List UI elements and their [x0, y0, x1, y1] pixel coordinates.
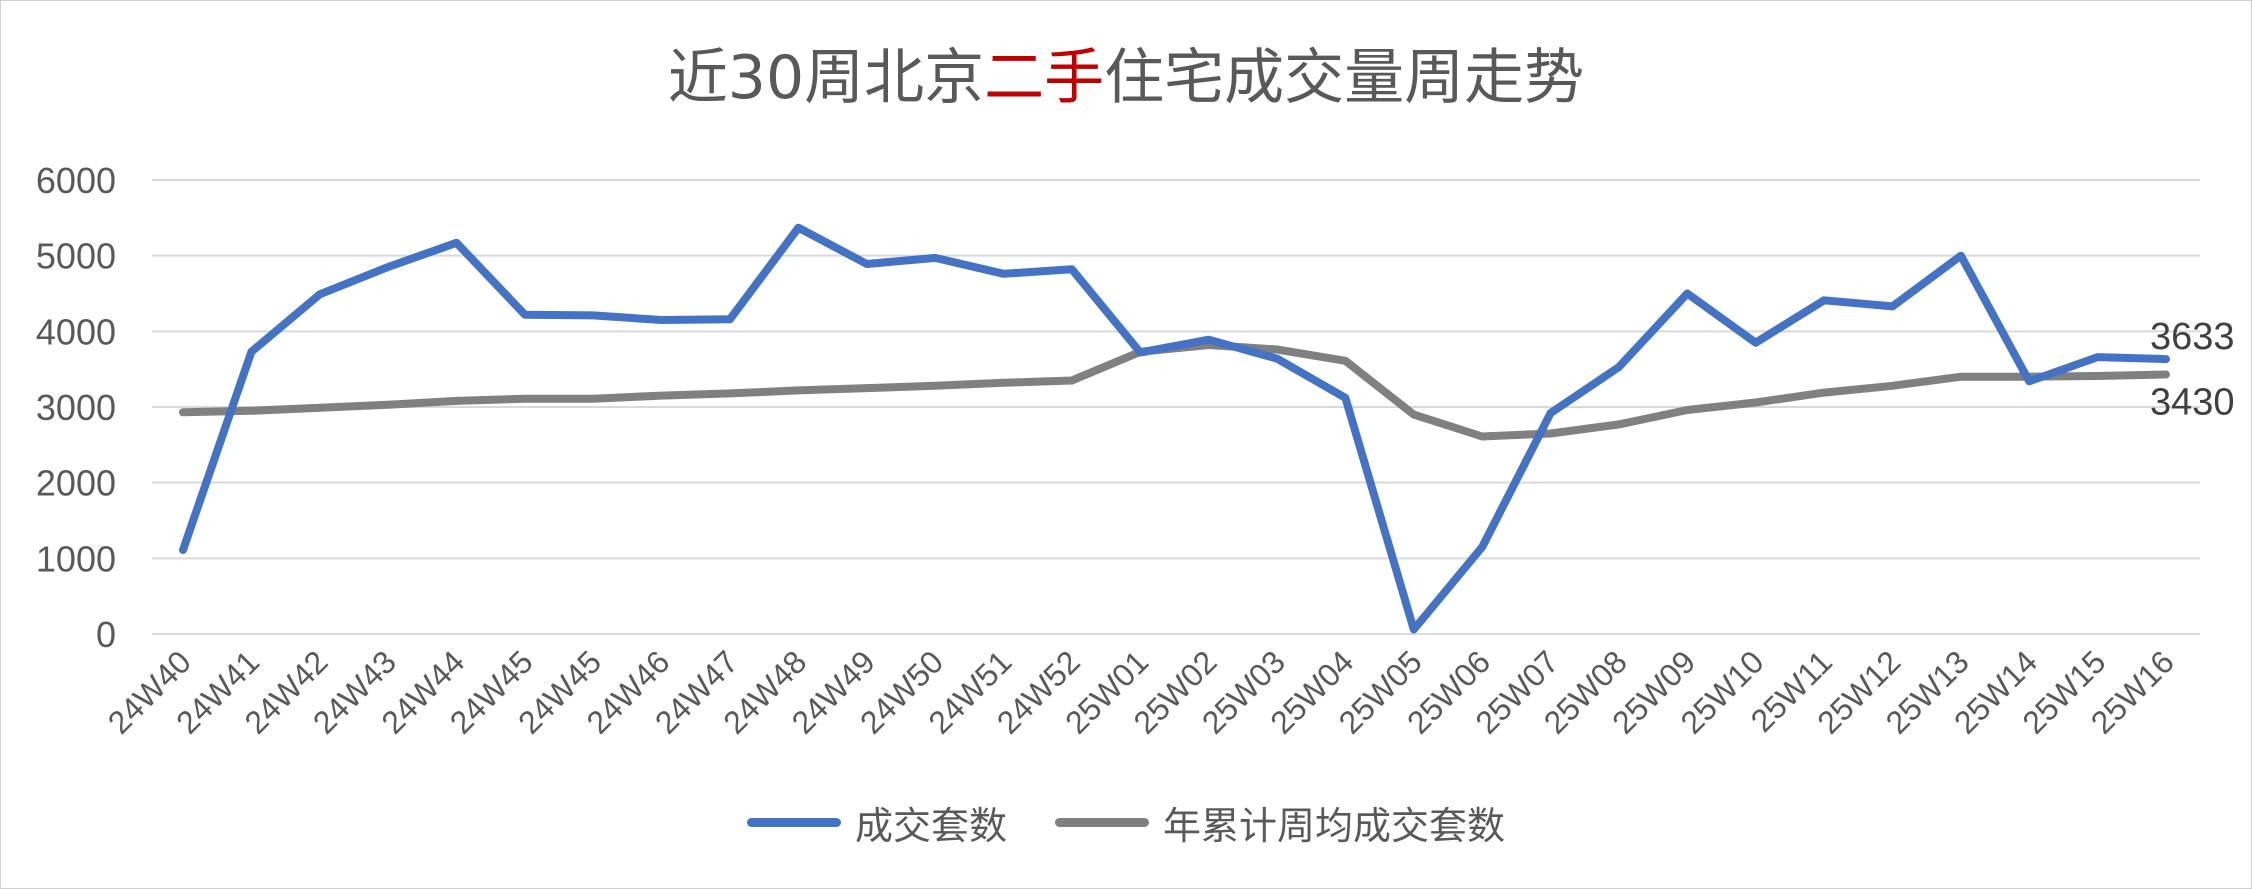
legend-label-ytd-average: 年累计周均成交套数 — [1163, 804, 1506, 848]
y-axis-tick-labels: 0 1000 2000 3000 4000 5000 6000 — [36, 160, 116, 655]
end-label-ytd-average: 3430 — [2150, 381, 2235, 423]
y-tick-label: 0 — [96, 614, 116, 655]
legend-item-deals[interactable]: 成交套数 — [746, 795, 1007, 850]
y-tick-label: 3000 — [36, 387, 116, 428]
grid-lines — [152, 179, 2200, 635]
end-label-deals: 3633 — [2150, 316, 2235, 358]
series-lines — [179, 223, 2170, 634]
y-tick-label: 2000 — [36, 463, 116, 504]
title-part-highlight: 二手 — [984, 43, 1105, 113]
title-part-post: 住宅成交量周走势 — [1104, 43, 1585, 113]
legend-label-deals: 成交套数 — [854, 804, 1007, 848]
title-part-pre: 近30周北京 — [667, 43, 985, 113]
legend: 成交套数 年累计周均成交套数 — [0, 795, 2252, 850]
series-line-0 — [179, 223, 2170, 634]
legend-swatch-blue — [746, 818, 841, 827]
y-tick-label: 4000 — [36, 311, 116, 352]
end-data-labels: 3633 3430 — [2150, 316, 2235, 423]
y-tick-label: 1000 — [36, 538, 116, 579]
chart-title: 近30周北京二手住宅成交量周走势 — [0, 38, 2252, 118]
series-line-1 — [179, 341, 2170, 441]
legend-swatch-gray — [1055, 818, 1149, 827]
y-tick-label: 6000 — [36, 160, 116, 201]
x-axis-tick-labels: 24W4024W4124W4224W4324W4424W4524W4524W46… — [101, 643, 2181, 740]
legend-item-ytd-average[interactable]: 年累计周均成交套数 — [1055, 795, 1505, 850]
y-tick-label: 5000 — [36, 236, 116, 277]
